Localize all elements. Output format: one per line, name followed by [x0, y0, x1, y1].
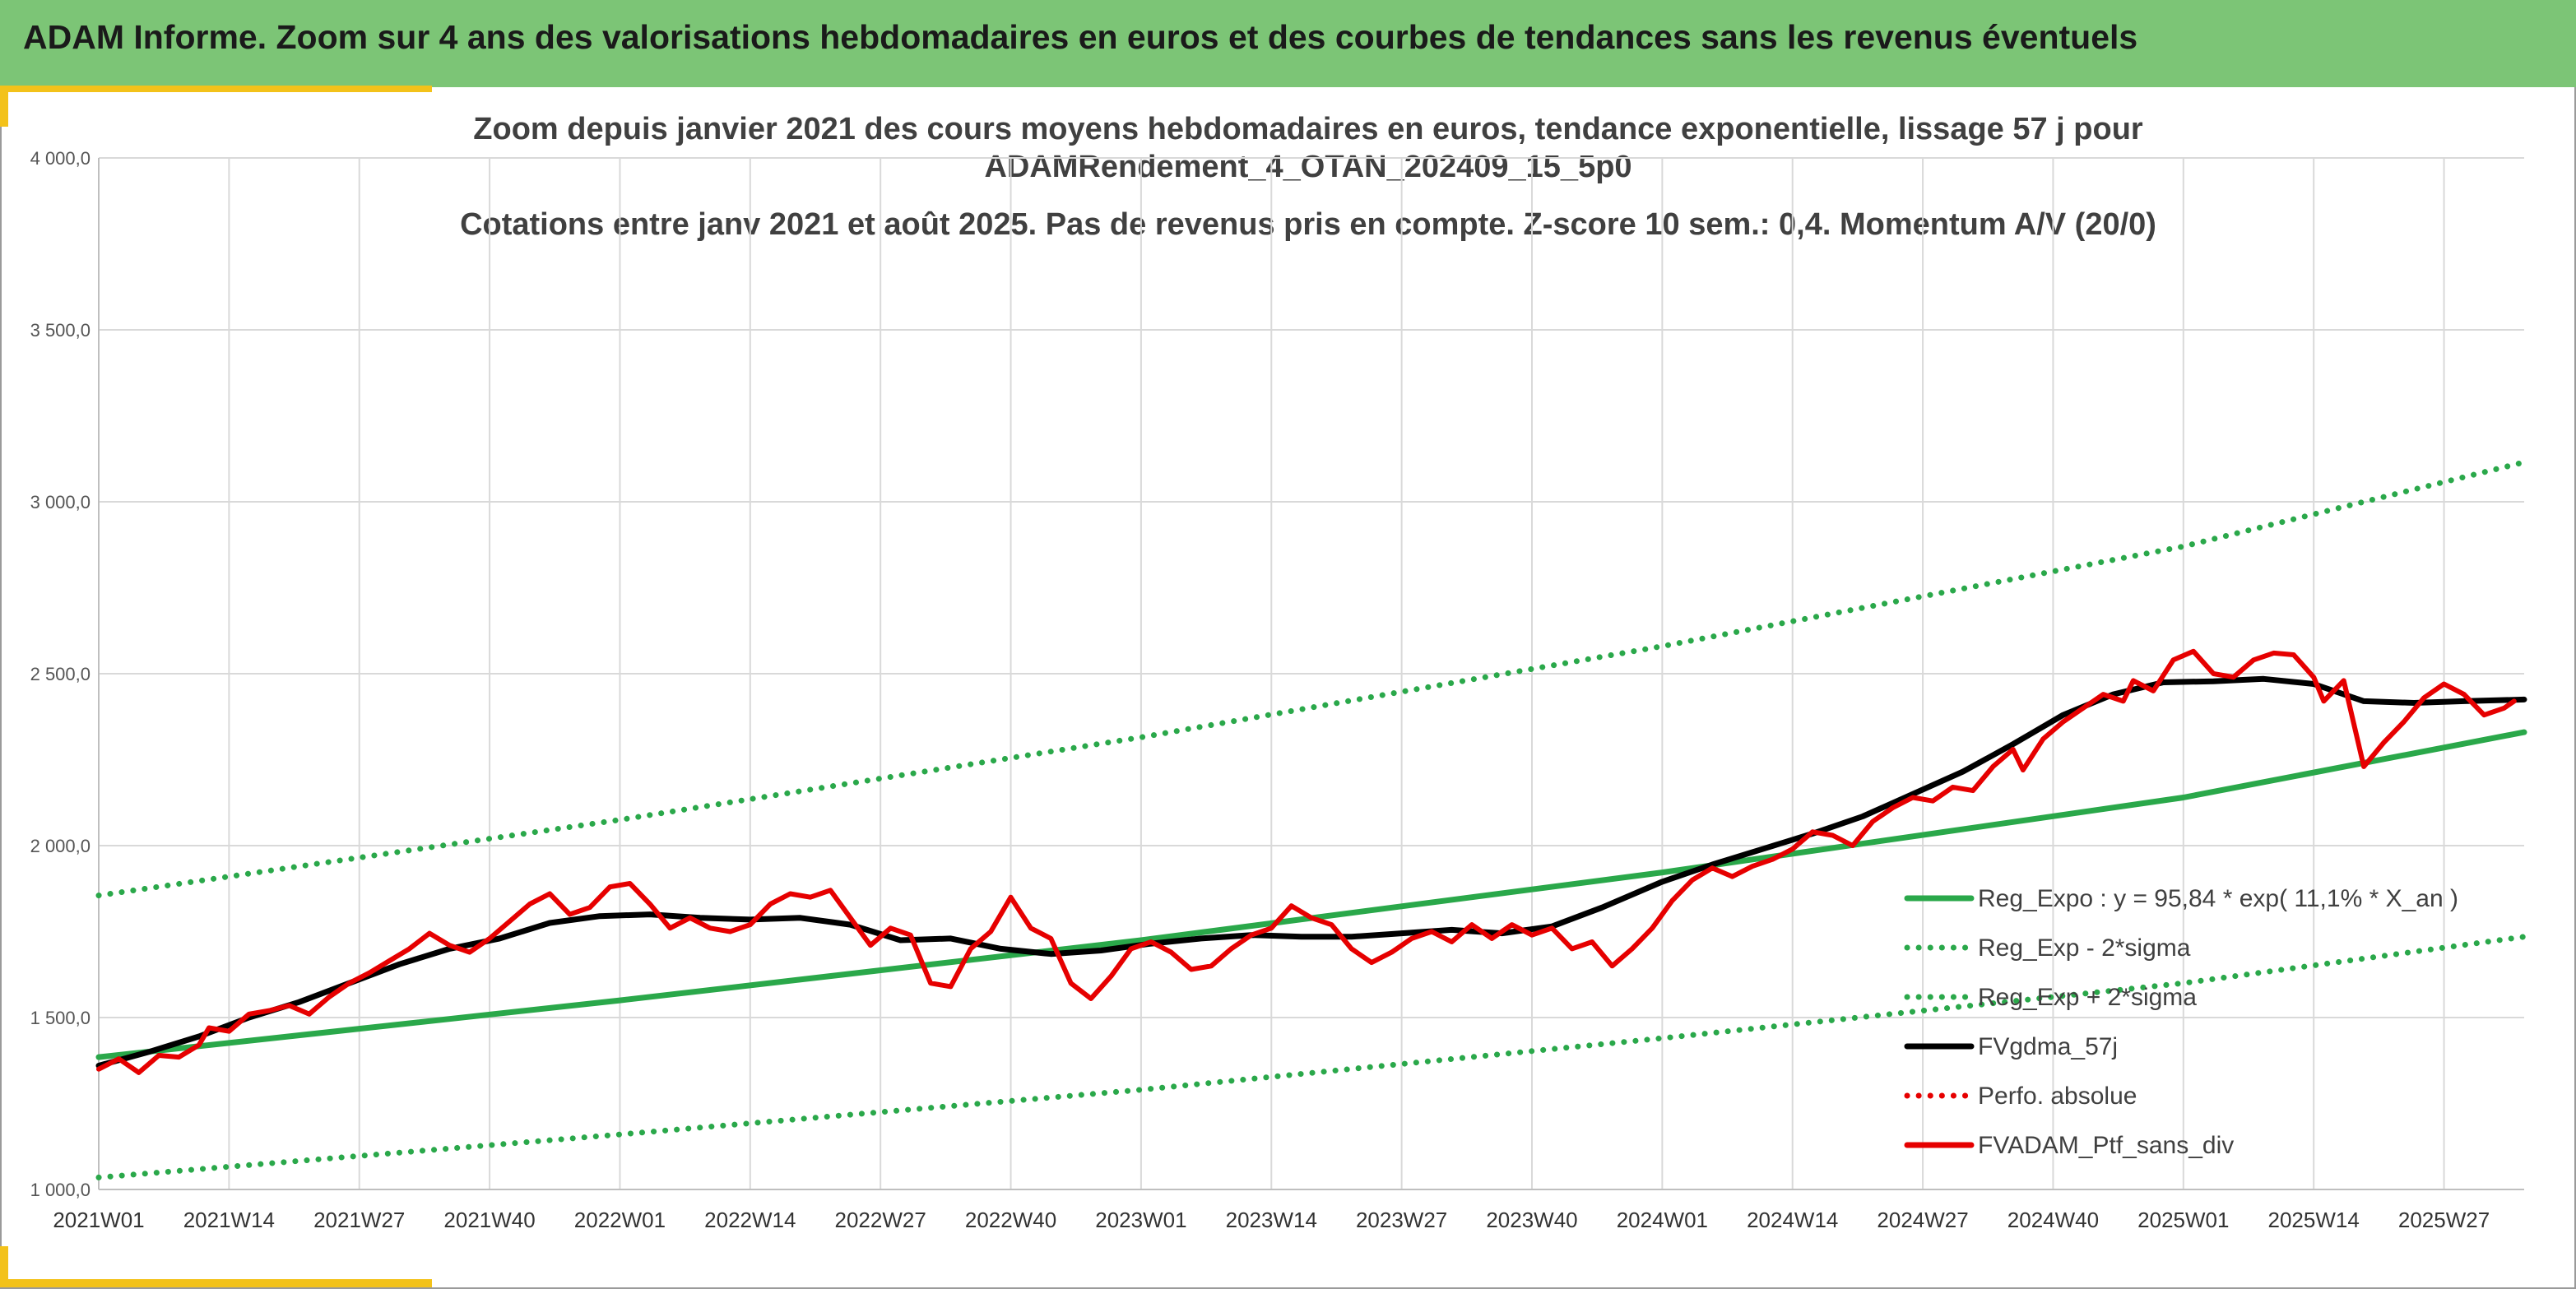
x-tick-label: 2021W40	[443, 1208, 535, 1232]
corner-accent-bottom-left	[0, 1279, 432, 1287]
series-line-fvgdma-57j	[95, 675, 2527, 1069]
x-tick-label: 2024W14	[1747, 1208, 1838, 1232]
legend-label: FVgdma_57j	[1978, 1033, 2118, 1060]
legend-label: Reg_Exp + 2*sigma	[1978, 984, 2197, 1011]
x-tick-label: 2024W40	[2007, 1208, 2099, 1232]
x-tick-label: 2023W27	[1356, 1208, 1447, 1232]
x-tick-label: 2025W14	[2268, 1208, 2360, 1232]
series-line-reg-exp-2-sigma	[95, 459, 2527, 899]
x-tick-label: 2022W14	[704, 1208, 796, 1232]
x-tick-label: 2023W40	[1486, 1208, 1577, 1232]
y-tick-label: 1 000,0	[30, 1180, 91, 1200]
y-tick-label: 1 500,0	[30, 1008, 91, 1028]
report-banner: ADAM Informe. Zoom sur 4 ans des valoris…	[0, 0, 2576, 87]
corner-accent-top-left-vertical	[0, 86, 8, 127]
x-tick-label: 2022W01	[574, 1208, 666, 1232]
x-tick-label: 2021W01	[53, 1208, 144, 1232]
x-tick-label: 2023W14	[1226, 1208, 1317, 1232]
y-tick-label: 2 000,0	[30, 836, 91, 856]
x-tick-label: 2021W14	[183, 1208, 275, 1232]
corner-accent-bottom-left-vertical	[0, 1246, 8, 1287]
corner-accent-top-left	[0, 86, 432, 92]
y-tick-label: 3 500,0	[30, 320, 91, 341]
report-banner-title: ADAM Informe. Zoom sur 4 ans des valoris…	[23, 18, 2138, 56]
chart-title-line-3: Cotations entre janv 2021 et août 2025. …	[460, 207, 2156, 242]
chart-title-line-1: Zoom depuis janvier 2021 des cours moyen…	[473, 112, 2143, 146]
legend-label: Reg_Expo : y = 95,84 * exp( 11,1% * X_an…	[1978, 885, 2458, 912]
series-line-fvadam-ptf-sans-div	[96, 648, 2517, 1075]
legend-label: Reg_Exp - 2*sigma	[1978, 934, 2191, 962]
series-line-reg-expo-y-95-84-exp-11-1-x-an	[95, 729, 2527, 1060]
legend-label: Perfo. absolue	[1978, 1083, 2137, 1110]
x-tick-label: 2022W40	[965, 1208, 1056, 1232]
x-tick-label: 2021W27	[313, 1208, 405, 1232]
x-tick-label: 2025W01	[2137, 1208, 2229, 1232]
chart-title-line-2: ADAMRendement_4_OTAN_202409_15_5p0	[984, 150, 1632, 184]
y-tick-label: 3 000,0	[30, 492, 91, 512]
x-tick-label: 2022W27	[835, 1208, 926, 1232]
y-tick-label: 4 000,0	[30, 148, 91, 169]
x-tick-label: 2025W27	[2398, 1208, 2490, 1232]
x-tick-label: 2024W27	[1877, 1208, 1968, 1232]
y-tick-label: 2 500,0	[30, 664, 91, 684]
x-tick-label: 2024W01	[1617, 1208, 1708, 1232]
x-tick-label: 2023W01	[1095, 1208, 1186, 1232]
legend-label: FVADAM_Ptf_sans_div	[1978, 1132, 2234, 1159]
